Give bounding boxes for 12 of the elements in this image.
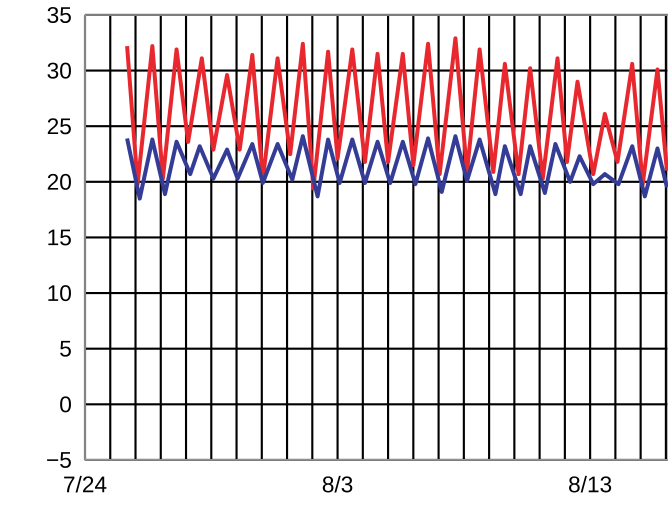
y-tick-label: 20 — [48, 174, 71, 190]
y-tick-label: 35 — [47, 6, 71, 24]
y-tick-label: 10 — [48, 285, 71, 302]
x-tick-label: 7/24 — [64, 476, 106, 492]
x-tick-label: 8/3 — [322, 476, 352, 492]
y-tick-label: −5 — [47, 452, 71, 468]
y-tick-label: 0 — [60, 396, 71, 412]
y-tick-label: 30 — [47, 62, 71, 79]
y-tick-label: 25 — [48, 118, 71, 134]
y-tick-label: 15 — [48, 230, 71, 246]
y-tick-label: 5 — [60, 340, 71, 357]
x-tick-label: 8/13 — [569, 476, 612, 492]
